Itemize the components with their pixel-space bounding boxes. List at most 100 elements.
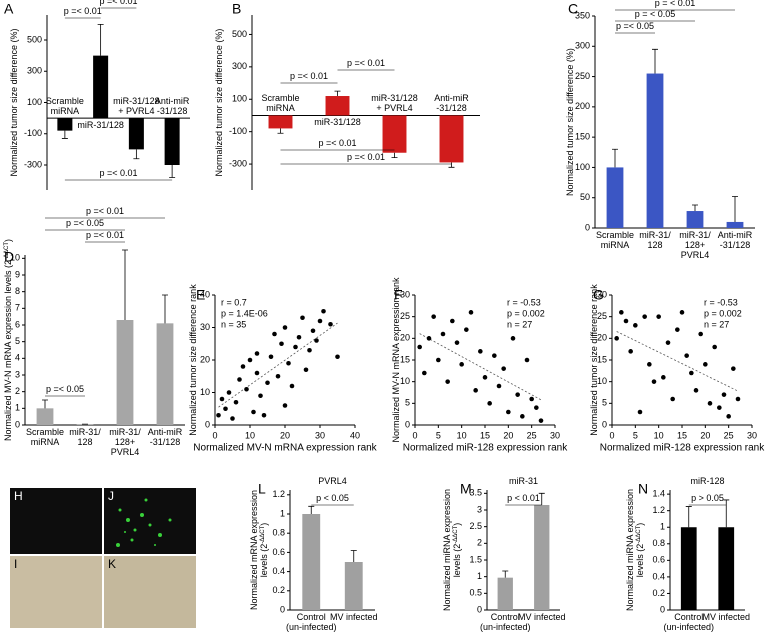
panel-letter: E (196, 287, 205, 303)
x-tick-label: MV infected (702, 612, 751, 622)
x-tick-label: miR-31/ 128 (639, 230, 671, 250)
point (506, 409, 511, 415)
trend-line (419, 333, 542, 401)
statistic: n = 27 (507, 319, 532, 329)
error-bar (732, 196, 738, 222)
point (459, 362, 464, 367)
x-tick-label: Control (un-infected) (663, 612, 715, 632)
error-bar (652, 48, 658, 74)
bar (36, 408, 54, 425)
point (254, 370, 260, 376)
category-label: MV infected (517, 612, 566, 622)
category-label: MV infected (702, 612, 751, 622)
point (679, 310, 685, 315)
x-tick-label: miR-31/128 + PVRL4 (371, 93, 418, 113)
y-tick-label: 8 (15, 286, 20, 296)
y-tick-label: 0 (205, 419, 210, 429)
y-axis-label-part: -ΔΔCT (636, 525, 642, 543)
y-tick-label: -100 (229, 126, 247, 136)
y-axis-label-part: Normalized MV-N mRNA expression rank (391, 277, 401, 443)
y-tick-label: 250 (575, 71, 590, 81)
x-tick-label: 5 (436, 430, 441, 440)
bar (718, 527, 735, 610)
y-axis-label-part: -ΔΔCT (260, 525, 266, 543)
x-tick-label: miR-31/ 128 (69, 427, 101, 447)
panel: L PVRL4 Normalized mRNA expression levels (… (249, 476, 377, 632)
point (492, 353, 497, 358)
point (529, 396, 534, 402)
y-axis-label: Normalized tumor size difference (%) (565, 48, 575, 196)
x-tick-label: MV infected (517, 612, 566, 622)
chart-title: miR-31 (509, 476, 538, 486)
y-tick-label: 1 (280, 508, 285, 518)
point (642, 314, 647, 319)
error-bar (122, 249, 128, 320)
y-tick-label: 5 (15, 336, 20, 346)
point (300, 315, 305, 321)
point (698, 331, 703, 337)
point (328, 321, 333, 327)
point (665, 340, 671, 345)
image-i (10, 556, 102, 628)
category-label: Anti-miR -31/128 (147, 427, 183, 447)
point (510, 336, 516, 341)
chart-title: miR-128 (690, 476, 724, 486)
x-tick-label: 25 (527, 430, 537, 440)
y-tick-label: 0.8 (272, 528, 285, 538)
y-tick-label: 25 (597, 311, 607, 321)
y-tick-label: 500 (232, 29, 247, 39)
point (426, 336, 432, 341)
error-bar (723, 499, 730, 528)
point (712, 344, 717, 350)
y-tick-label: 200 (575, 101, 590, 111)
y-tick-label: 6 (15, 319, 20, 329)
point (282, 403, 288, 408)
panel-letter: G (593, 287, 604, 303)
y-axis-label-part: Normalized miRNA expression (442, 489, 452, 611)
significance-label: p =< 0.01 (86, 206, 124, 216)
statistic: p = 0.002 (704, 308, 742, 318)
x-tick-label: 20 (503, 430, 513, 440)
statistic: n = 35 (221, 319, 246, 329)
point (233, 399, 239, 405)
bar (156, 323, 174, 425)
y-axis-label-part: ) (3, 239, 13, 242)
y-tick-label: 1 (15, 403, 20, 413)
x-axis-label: Normalized miR-128 expression rank (403, 443, 569, 454)
y-tick-label: 2 (15, 386, 20, 396)
error-bar (277, 128, 284, 134)
error-bar (308, 505, 315, 514)
y-tick-label: 0.8 (652, 538, 665, 548)
y-tick-label: 30 (597, 289, 607, 299)
x-tick-label: 40 (350, 430, 360, 440)
x-tick-label: 25 (724, 430, 734, 440)
point (265, 380, 270, 386)
point (637, 409, 643, 415)
category-label: Control (un-infected) (663, 612, 715, 632)
x-tick-label: 15 (677, 430, 687, 440)
error-bar (391, 152, 398, 158)
y-axis-label: levels (2-ΔΔCT) (635, 523, 645, 578)
y-tick-label: 1.5 (469, 554, 482, 564)
point (258, 393, 263, 399)
y-tick-label: 7 (15, 303, 20, 313)
y-axis-label: Normalized tumor size difference rank (589, 284, 599, 436)
y-axis-label: Normalized MV-N mRNA expression rank (391, 277, 401, 443)
bar (439, 115, 464, 163)
significance-label: p =< 0.01 (347, 152, 385, 162)
y-tick-label: 0 (477, 604, 482, 614)
category-label: miR-31/128 (77, 120, 124, 131)
y-tick-label: 0 (602, 419, 607, 429)
trend-line (616, 331, 739, 392)
point (417, 344, 422, 350)
y-axis-label-part: Normalized tumor size difference rank (589, 284, 599, 436)
panel-letter: K (108, 557, 116, 571)
trend-line (218, 322, 338, 408)
y-axis-label-part: levels (2 (452, 544, 462, 578)
error-bar (692, 204, 698, 212)
x-tick-label: Anti-miR -31/128 (155, 96, 190, 116)
point (454, 340, 460, 345)
